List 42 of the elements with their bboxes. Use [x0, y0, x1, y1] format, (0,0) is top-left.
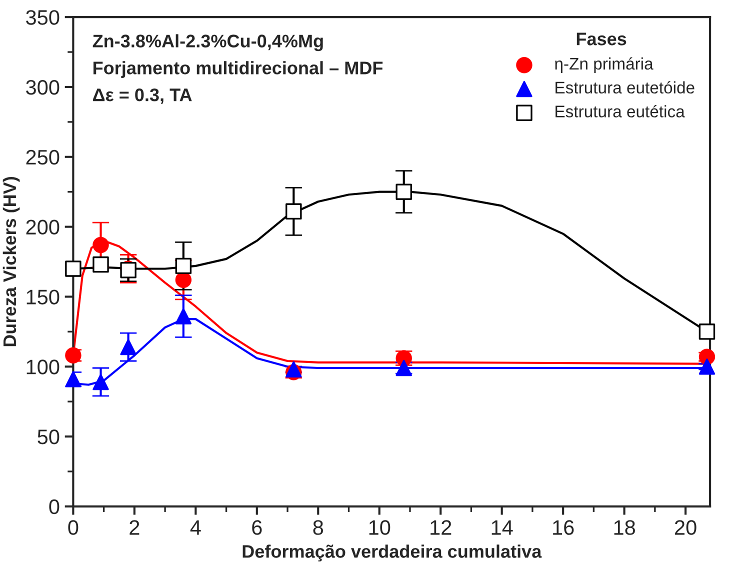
x-tick-label: 6	[252, 520, 262, 535]
y-tick-label: 150	[26, 290, 60, 304]
x-tick-label: 18	[614, 520, 635, 535]
x-tick-label: 0	[68, 520, 78, 535]
y-tick-label: 350	[26, 10, 60, 25]
x-tick-label: 10	[369, 520, 390, 535]
annotation: Forjamento multidirecional – MDF	[94, 61, 383, 78]
x-tick-label: 4	[190, 520, 201, 535]
y-axis-title: Dureza Vickers (HV)	[2, 176, 20, 346]
point	[65, 347, 82, 364]
x-tick-label: 8	[313, 520, 324, 535]
point	[120, 338, 136, 356]
point	[698, 358, 716, 375]
point	[92, 374, 109, 390]
annotation: Δε = 0.3, TA	[93, 88, 192, 104]
point	[65, 371, 82, 388]
x-tick-label: 20	[675, 520, 696, 535]
point	[286, 203, 302, 220]
y-tick-label: 0	[49, 499, 60, 514]
point	[286, 361, 302, 378]
y-tick-label: 250	[26, 150, 60, 165]
point	[65, 260, 82, 277]
y-tick-label: 200	[26, 220, 60, 235]
y-tick-label: 50	[38, 430, 60, 444]
point	[92, 256, 109, 273]
point	[698, 324, 716, 340]
legend-label: η-Zn primária	[555, 57, 654, 73]
point	[396, 184, 412, 200]
x-tick-label: 2	[130, 520, 140, 535]
point	[175, 258, 192, 274]
legend-label: Estrutura eutetóide	[556, 81, 694, 94]
x-axis-title: Deformação verdadeira cumulativa	[242, 544, 542, 562]
legend-label: Estrutura eutética	[556, 104, 685, 118]
annotation: Zn-3.8%Al-2.3%Cu-0,4%Mg	[92, 34, 323, 52]
y-tick-label: 300	[26, 80, 60, 95]
point	[92, 236, 109, 254]
x-tick-label: 12	[430, 520, 452, 535]
x-tick-label: 14	[492, 520, 513, 535]
legend-title: Fases	[576, 32, 626, 46]
x-tick-label: 16	[553, 520, 574, 535]
y-tick-label: 100	[26, 360, 60, 374]
point	[175, 308, 192, 324]
